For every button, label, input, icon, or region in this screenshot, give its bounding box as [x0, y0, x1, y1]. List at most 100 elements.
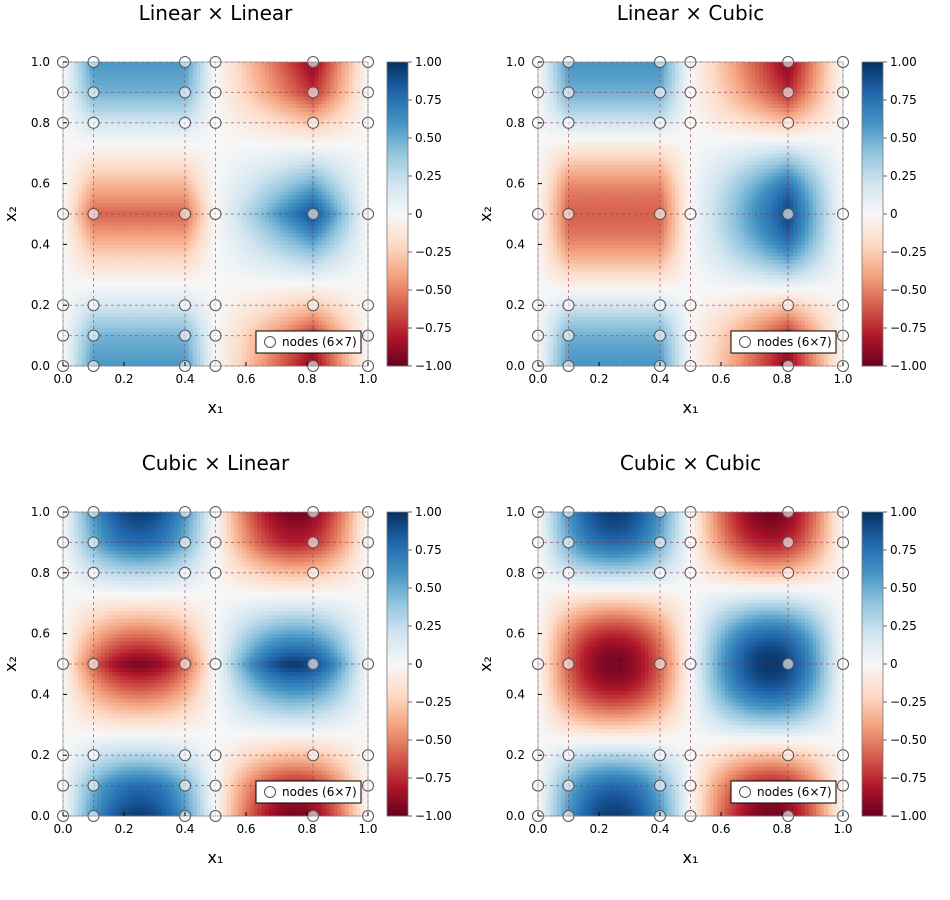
- heatmap-cell: [124, 183, 129, 188]
- heatmap-cell: [238, 297, 243, 302]
- heatmap-cell: [253, 210, 258, 215]
- heatmap-cell: [242, 134, 247, 139]
- heatmap-cell: [280, 138, 285, 143]
- heatmap-cell: [200, 358, 205, 363]
- heatmap-cell: [295, 324, 300, 329]
- heatmap-cell: [287, 293, 293, 298]
- heatmap-cell: [154, 339, 159, 344]
- heatmap-cell: [78, 172, 83, 177]
- heatmap-cell: [352, 252, 357, 257]
- heatmap-cell: [333, 179, 338, 184]
- heatmap-cell: [188, 206, 194, 211]
- heatmap-cell: [219, 328, 224, 333]
- heatmap-cell: [234, 168, 239, 173]
- heatmap-cell: [85, 358, 91, 363]
- heatmap-cell: [246, 259, 251, 264]
- heatmap-cell: [230, 263, 235, 268]
- heatmap-cell: [120, 202, 125, 207]
- heatmap-cell: [101, 358, 106, 363]
- heatmap-cell: [246, 282, 251, 287]
- heatmap-cell: [314, 320, 319, 325]
- heatmap-cell: [204, 149, 209, 154]
- heatmap-cell: [226, 176, 232, 181]
- heatmap-cell: [253, 229, 258, 234]
- heatmap-cell: [146, 191, 152, 196]
- heatmap-cell: [127, 263, 133, 268]
- heatmap-cell: [348, 286, 354, 291]
- heatmap-cell: [97, 198, 102, 203]
- heatmap-cell: [101, 206, 106, 211]
- heatmap-cell: [188, 324, 194, 329]
- heatmap-cell: [97, 259, 102, 264]
- heatmap-cell: [112, 339, 117, 344]
- heatmap-cell: [70, 153, 75, 158]
- heatmap-cell: [204, 141, 209, 146]
- heatmap-cell: [356, 206, 361, 211]
- heatmap-cell: [108, 324, 113, 329]
- heatmap-cell: [70, 217, 75, 222]
- heatmap-cell: [143, 362, 148, 367]
- heatmap-cell: [139, 347, 144, 352]
- heatmap-cell: [322, 160, 327, 165]
- heatmap-cell: [364, 145, 369, 150]
- heatmap-cell: [345, 282, 350, 287]
- heatmap-cell: [196, 290, 201, 295]
- heatmap-cell: [70, 248, 75, 253]
- heatmap-cell: [93, 274, 98, 279]
- heatmap-cell: [280, 160, 285, 165]
- heatmap-cell: [173, 179, 178, 184]
- heatmap-cell: [169, 160, 174, 165]
- heatmap-cell: [307, 202, 312, 207]
- heatmap-cell: [131, 130, 136, 135]
- heatmap-cell: [238, 145, 243, 150]
- heatmap-cell: [192, 217, 197, 222]
- heatmap-cell: [303, 130, 308, 135]
- heatmap-cell: [287, 263, 293, 268]
- heatmap-cell: [291, 198, 296, 203]
- heatmap-cell: [246, 172, 251, 177]
- heatmap-cell: [352, 179, 357, 184]
- heatmap-cell: [352, 138, 357, 143]
- heatmap-cell: [78, 274, 83, 279]
- heatmap-cell: [188, 278, 194, 283]
- heatmap-cell: [215, 176, 220, 181]
- heatmap-cell: [196, 309, 201, 314]
- heatmap-cell: [215, 339, 220, 344]
- heatmap-cell: [246, 187, 251, 192]
- heatmap-cell: [165, 168, 171, 173]
- heatmap-cell: [246, 263, 251, 268]
- heatmap-cell: [265, 164, 270, 169]
- heatmap-cell: [318, 153, 323, 158]
- heatmap-cell: [280, 362, 285, 367]
- heatmap-cell: [238, 172, 243, 177]
- heatmap-cell: [356, 149, 361, 154]
- heatmap-cell: [295, 134, 300, 139]
- heatmap-cell: [93, 244, 98, 249]
- heatmap-cell: [265, 255, 270, 260]
- heatmap-cell: [226, 153, 232, 158]
- heatmap-cell: [196, 229, 201, 234]
- heatmap-cell: [74, 244, 79, 249]
- heatmap-cell: [253, 179, 258, 184]
- heatmap-cell: [185, 191, 190, 196]
- heatmap-cell: [154, 324, 159, 329]
- heatmap-cell: [82, 290, 87, 295]
- heatmap-cell: [284, 248, 289, 253]
- heatmap-cell: [82, 206, 87, 211]
- heatmap-cell: [70, 335, 75, 340]
- heatmap-cell: [135, 271, 140, 276]
- heatmap-cell: [287, 309, 293, 314]
- heatmap-cell: [127, 290, 133, 295]
- heatmap-cell: [272, 354, 277, 359]
- heatmap-cell: [143, 149, 148, 154]
- heatmap-cell: [192, 350, 197, 355]
- heatmap-cell: [135, 301, 140, 306]
- heatmap-cell: [223, 343, 228, 348]
- heatmap-cell: [120, 145, 125, 150]
- heatmap-cell: [249, 328, 255, 333]
- heatmap-cell: [333, 328, 338, 333]
- heatmap-cell: [318, 293, 323, 298]
- heatmap-cell: [154, 176, 159, 181]
- heatmap-cell: [329, 263, 335, 268]
- heatmap-cell: [364, 164, 369, 169]
